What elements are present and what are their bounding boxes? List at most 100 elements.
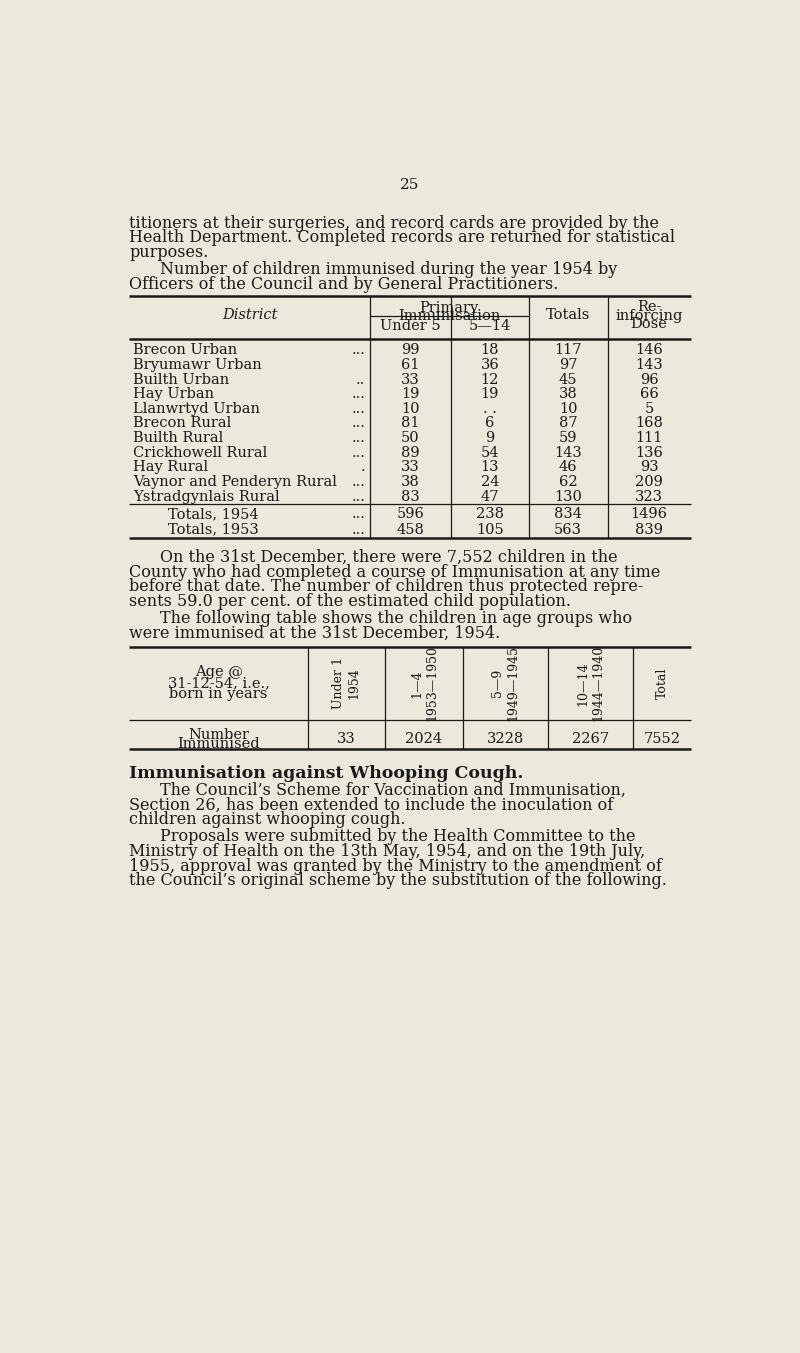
Text: the Council’s original scheme by the substitution of the following.: the Council’s original scheme by the sub… xyxy=(130,873,667,889)
Text: 31-12-54, i.e.,: 31-12-54, i.e., xyxy=(168,676,270,690)
Text: 1955, approval was granted by the Ministry to the amendment of: 1955, approval was granted by the Minist… xyxy=(130,858,662,874)
Text: 19: 19 xyxy=(401,387,419,402)
Text: Hay Urban: Hay Urban xyxy=(134,387,214,402)
Text: 38: 38 xyxy=(558,387,578,402)
Text: children against whooping cough.: children against whooping cough. xyxy=(130,812,406,828)
Text: 24: 24 xyxy=(481,475,499,488)
Text: 168: 168 xyxy=(635,417,663,430)
Text: 25: 25 xyxy=(400,179,420,192)
Text: 87: 87 xyxy=(558,417,578,430)
Text: 5—9
1949—1945: 5—9 1949—1945 xyxy=(491,645,519,721)
Text: 111: 111 xyxy=(635,432,662,445)
Text: 1—4
1953—1950: 1—4 1953—1950 xyxy=(410,645,438,721)
Text: Bryumawr Urban: Bryumawr Urban xyxy=(134,359,262,372)
Text: 10: 10 xyxy=(559,402,578,415)
Text: 136: 136 xyxy=(635,445,663,460)
Text: ...: ... xyxy=(351,432,365,445)
Text: 2024: 2024 xyxy=(406,732,442,746)
Text: born in years: born in years xyxy=(170,687,268,701)
Text: 13: 13 xyxy=(481,460,499,475)
Text: .: . xyxy=(361,460,365,475)
Text: 47: 47 xyxy=(481,490,499,503)
Text: 50: 50 xyxy=(401,432,420,445)
Text: 33: 33 xyxy=(337,732,356,746)
Text: Immunisation against Whooping Cough.: Immunisation against Whooping Cough. xyxy=(130,764,524,782)
Text: Number of children immunised during the year 1954 by: Number of children immunised during the … xyxy=(161,261,618,277)
Text: Brecon Urban: Brecon Urban xyxy=(134,344,238,357)
Text: ..: .. xyxy=(356,372,365,387)
Text: inforcing: inforcing xyxy=(615,308,682,322)
Text: 9: 9 xyxy=(485,432,494,445)
Text: 38: 38 xyxy=(401,475,420,488)
Text: 18: 18 xyxy=(481,344,499,357)
Text: Age @: Age @ xyxy=(194,666,242,679)
Text: 839: 839 xyxy=(635,522,663,537)
Text: sents 59.0 per cent. of the estimated child population.: sents 59.0 per cent. of the estimated ch… xyxy=(130,593,571,610)
Text: purposes.: purposes. xyxy=(130,244,209,261)
Text: titioners at their surgeries, and record cards are provided by the: titioners at their surgeries, and record… xyxy=(130,215,659,231)
Text: Primary: Primary xyxy=(419,300,478,315)
Text: Proposals were submitted by the Health Committee to the: Proposals were submitted by the Health C… xyxy=(161,828,636,846)
Text: Brecon Rural: Brecon Rural xyxy=(134,417,231,430)
Text: 7552: 7552 xyxy=(643,732,680,746)
Text: Hay Rural: Hay Rural xyxy=(134,460,209,475)
Text: Health Department. Completed records are returned for statistical: Health Department. Completed records are… xyxy=(130,230,675,246)
Text: ...: ... xyxy=(351,417,365,430)
Text: 33: 33 xyxy=(401,460,420,475)
Text: 209: 209 xyxy=(635,475,663,488)
Text: 89: 89 xyxy=(401,445,420,460)
Text: 458: 458 xyxy=(397,522,424,537)
Text: 596: 596 xyxy=(397,507,424,521)
Text: 46: 46 xyxy=(558,460,578,475)
Text: 10—14
1944—1940: 10—14 1944—1940 xyxy=(577,645,605,721)
Text: ...: ... xyxy=(351,522,365,537)
Text: ...: ... xyxy=(351,445,365,460)
Text: ...: ... xyxy=(351,507,365,521)
Text: 146: 146 xyxy=(635,344,663,357)
Text: Total: Total xyxy=(655,667,668,700)
Text: County who had completed a course of Immunisation at any time: County who had completed a course of Imm… xyxy=(130,564,661,580)
Text: Ministry of Health on the 13th May, 1954, and on the 19th July,: Ministry of Health on the 13th May, 1954… xyxy=(130,843,646,861)
Text: 12: 12 xyxy=(481,372,499,387)
Text: 61: 61 xyxy=(401,359,420,372)
Text: Ystradgynlais Rural: Ystradgynlais Rural xyxy=(134,490,280,503)
Text: ...: ... xyxy=(351,344,365,357)
Text: 6: 6 xyxy=(485,417,494,430)
Text: 99: 99 xyxy=(401,344,420,357)
Text: Llanwrtyd Urban: Llanwrtyd Urban xyxy=(134,402,260,415)
Text: 5: 5 xyxy=(645,402,654,415)
Text: ...: ... xyxy=(351,490,365,503)
Text: ...: ... xyxy=(351,387,365,402)
Text: 81: 81 xyxy=(401,417,420,430)
Text: Crickhowell Rural: Crickhowell Rural xyxy=(134,445,267,460)
Text: . .: . . xyxy=(483,402,497,415)
Text: 105: 105 xyxy=(476,522,504,537)
Text: Under 5: Under 5 xyxy=(380,319,441,333)
Text: Number: Number xyxy=(188,728,249,741)
Text: ...: ... xyxy=(351,475,365,488)
Text: 45: 45 xyxy=(559,372,578,387)
Text: Vaynor and Penderyn Rural: Vaynor and Penderyn Rural xyxy=(134,475,338,488)
Text: 130: 130 xyxy=(554,490,582,503)
Text: 83: 83 xyxy=(401,490,420,503)
Text: ...: ... xyxy=(351,402,365,415)
Text: before that date. The number of children thus protected repre-: before that date. The number of children… xyxy=(130,578,644,595)
Text: Officers of the Council and by General Practitioners.: Officers of the Council and by General P… xyxy=(130,276,559,292)
Text: 2267: 2267 xyxy=(572,732,609,746)
Text: Totals, 1953: Totals, 1953 xyxy=(168,522,259,537)
Text: 143: 143 xyxy=(554,445,582,460)
Text: Under 1
1954: Under 1 1954 xyxy=(333,658,361,709)
Text: Section 26, has been extended to include the inoculation of: Section 26, has been extended to include… xyxy=(130,797,614,815)
Text: 96: 96 xyxy=(640,372,658,387)
Text: 323: 323 xyxy=(635,490,663,503)
Text: District: District xyxy=(222,308,278,322)
Text: On the 31st December, there were 7,552 children in the: On the 31st December, there were 7,552 c… xyxy=(161,549,618,566)
Text: 93: 93 xyxy=(640,460,658,475)
Text: 5—14: 5—14 xyxy=(469,319,511,333)
Text: 834: 834 xyxy=(554,507,582,521)
Text: 238: 238 xyxy=(476,507,504,521)
Text: Immunisation: Immunisation xyxy=(398,310,500,323)
Text: 97: 97 xyxy=(559,359,578,372)
Text: 33: 33 xyxy=(401,372,420,387)
Text: The following table shows the children in age groups who: The following table shows the children i… xyxy=(161,610,633,626)
